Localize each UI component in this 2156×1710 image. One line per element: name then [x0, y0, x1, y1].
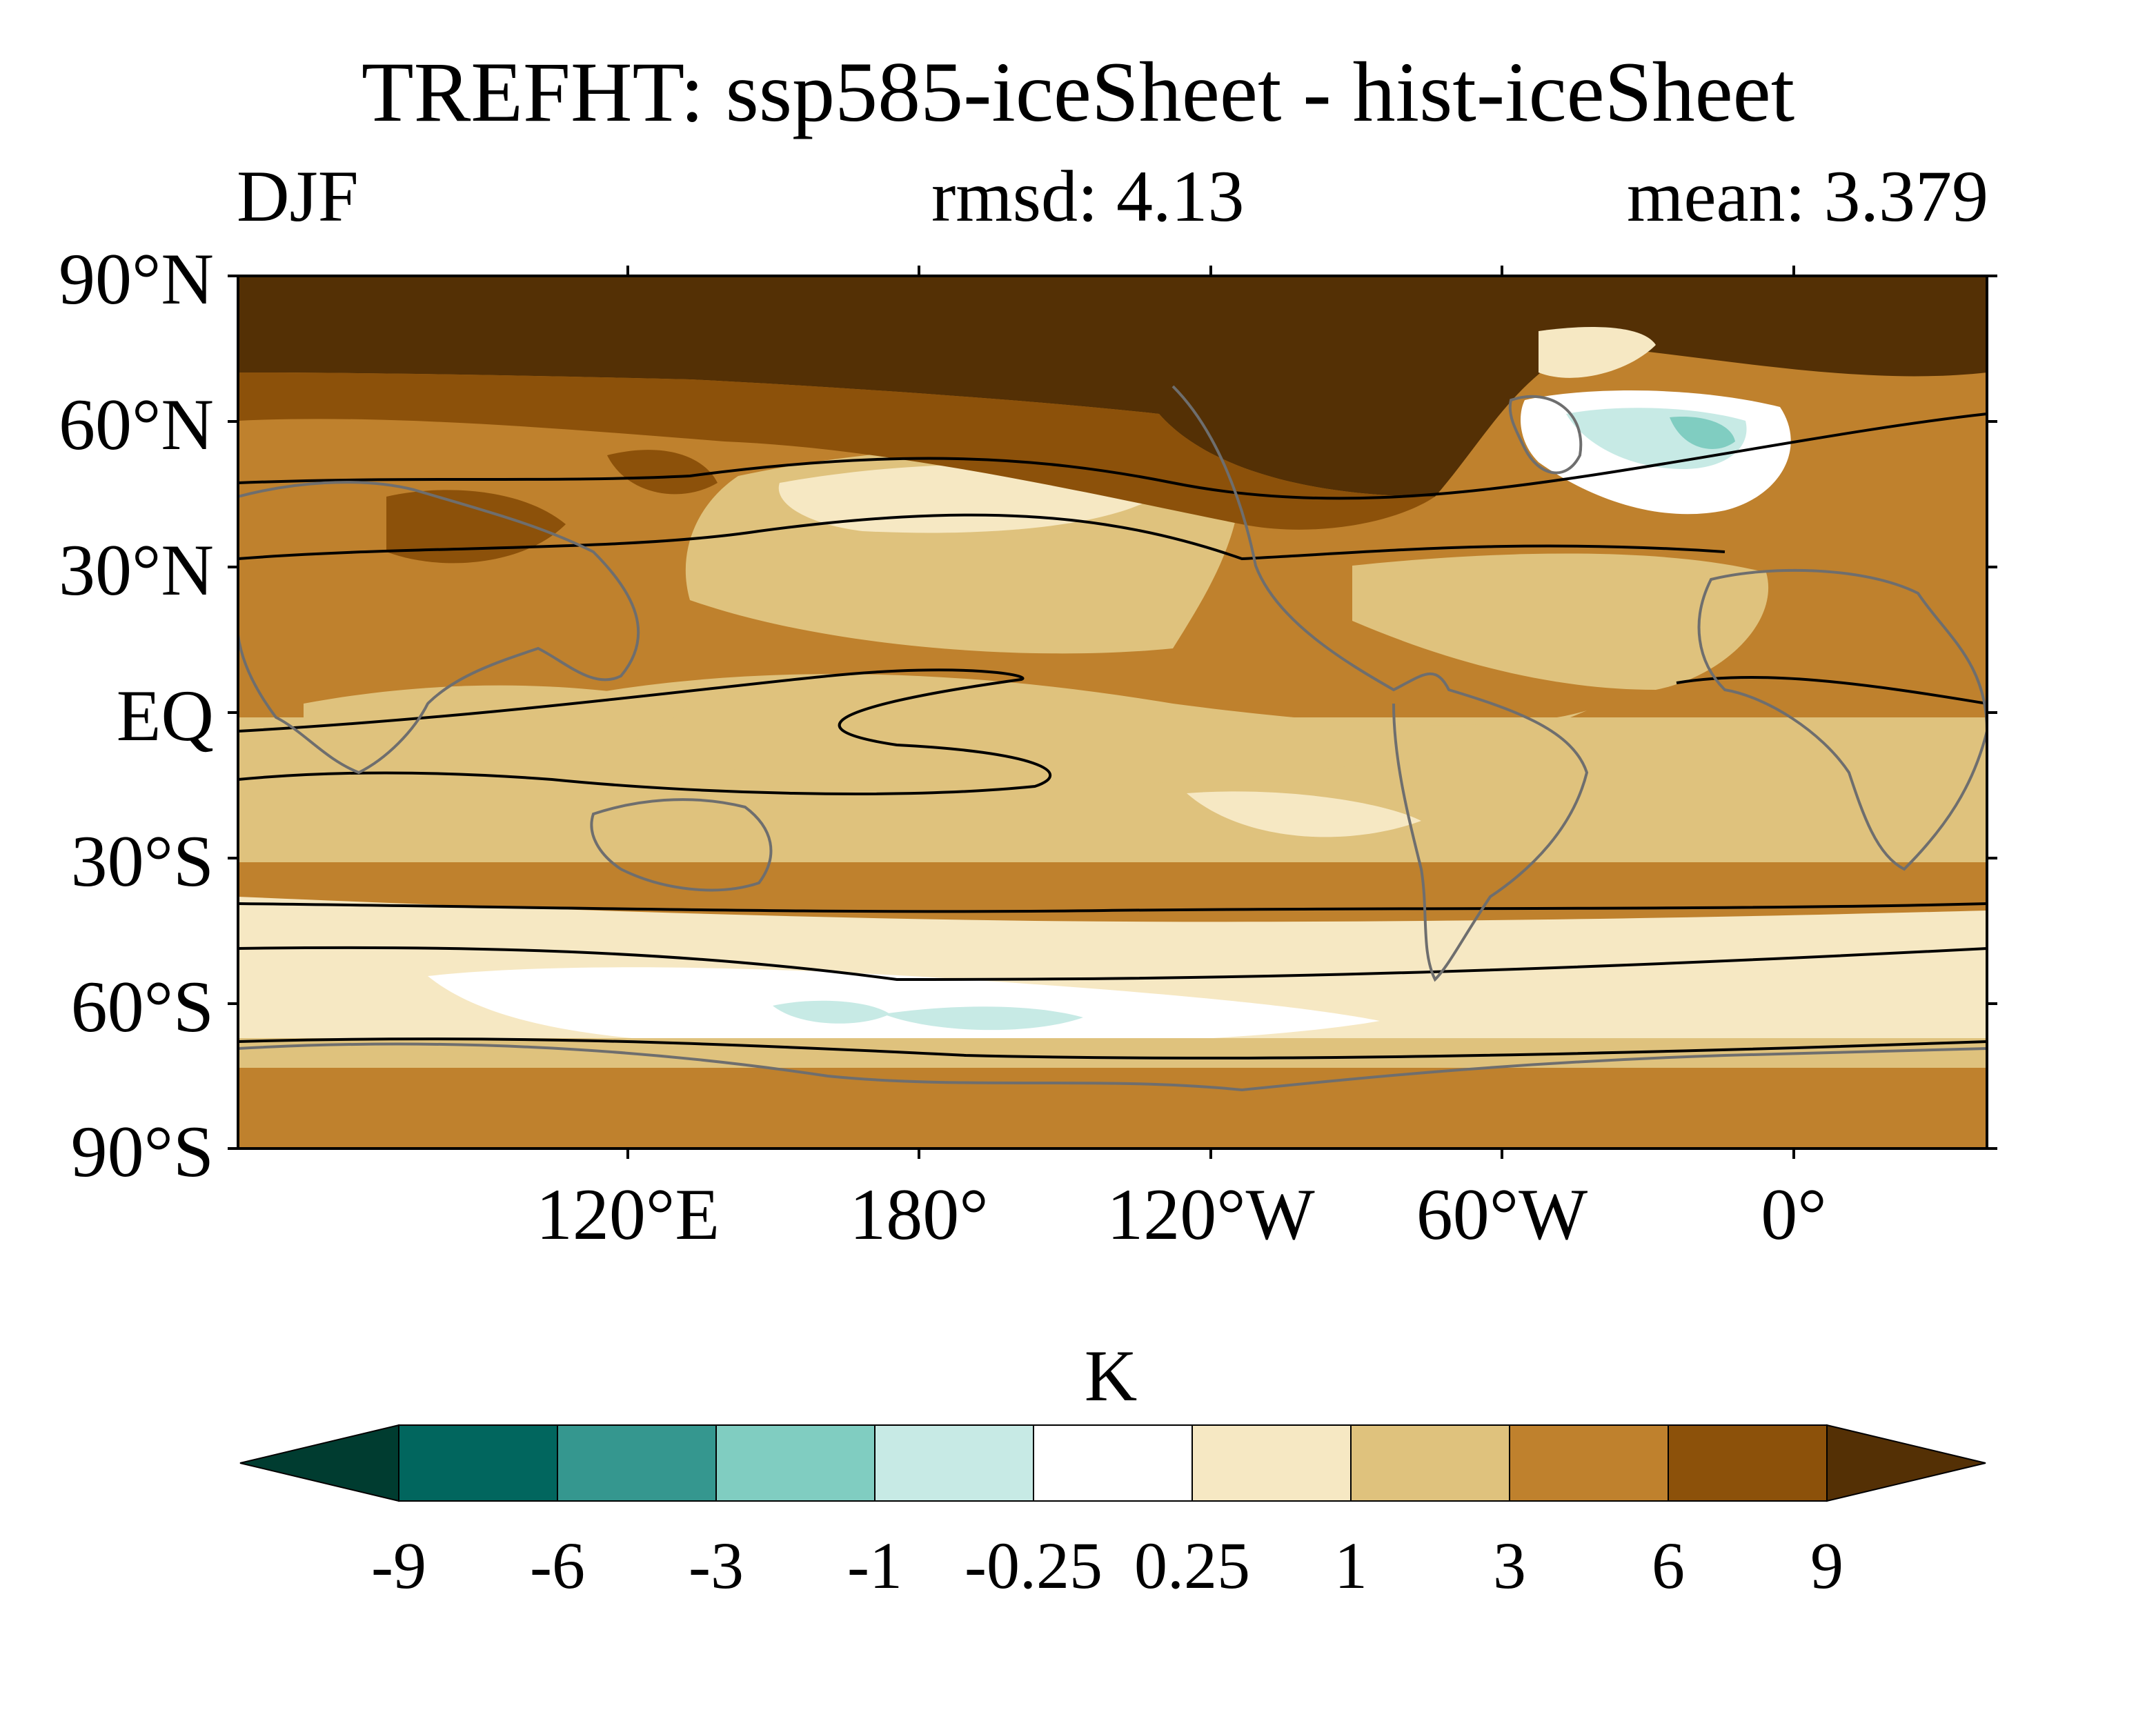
- colorbar-swatch: [715, 1424, 876, 1502]
- colorbar-tick-label: 9: [1810, 1529, 1843, 1602]
- field-brown-nasia: [607, 450, 718, 495]
- contour-line: [238, 1037, 1987, 1060]
- coast-australia: [590, 798, 773, 892]
- colorbar-unit: K: [1084, 1335, 1138, 1416]
- field-pool-cream-spac: [1187, 791, 1421, 837]
- lat-label-60n: 60°N: [59, 384, 214, 465]
- field-patch-teal-south-1: [773, 1000, 890, 1024]
- field-antarctica: [238, 1068, 1987, 1149]
- contour-line: [238, 668, 1052, 795]
- field-pool-tan-indian: [304, 685, 690, 784]
- lon-label-0: 0°: [1761, 1174, 1827, 1255]
- colorbar-swatch: [1191, 1424, 1352, 1502]
- field-brown-tibet: [386, 490, 566, 564]
- field-antarctic-coast: [238, 1038, 1987, 1069]
- lon-label-180: 180°: [849, 1174, 989, 1255]
- colorbar-swatch: [557, 1424, 717, 1502]
- season-label: DJF: [237, 156, 359, 237]
- coast-greenland: [1508, 395, 1583, 475]
- temperature-field: [238, 276, 1987, 1149]
- colorbar-swatches: [239, 1424, 1986, 1502]
- field-patch-white-south: [428, 967, 1380, 1046]
- lat-label-30n: 30°N: [59, 530, 214, 610]
- colorbar-tick-label: 1: [1334, 1529, 1367, 1602]
- axis-ticks: [228, 266, 1997, 1159]
- contour-line: [238, 902, 1987, 913]
- colorbar-tick-label: -3: [689, 1529, 744, 1602]
- field-pool-tan-natl: [1352, 553, 1769, 690]
- rmsd-label: rmsd: 4.13: [931, 156, 1245, 237]
- colorbar-swatch: [1350, 1424, 1510, 1502]
- colorbar-tick-label: -0.25: [965, 1529, 1102, 1602]
- field-patch-teal-south-2: [883, 1006, 1083, 1031]
- lat-label-90s: 90°S: [70, 1111, 214, 1192]
- lat-label-90n: 90°N: [59, 239, 214, 319]
- field-natl-teal: [1670, 417, 1735, 449]
- contour-lines: [238, 412, 1987, 1060]
- colorbar-tick-label: -1: [847, 1529, 902, 1602]
- field-pool-tan-eq: [573, 674, 1587, 786]
- coast-africa: [1697, 568, 1987, 871]
- colorbar-swatch: [874, 1424, 1034, 1502]
- lat-label-eq: EQ: [116, 675, 214, 756]
- contour-line: [238, 412, 1987, 500]
- mean-label: mean: 3.379: [1627, 156, 1988, 237]
- colorbar-swatch: [1668, 1424, 1828, 1502]
- lon-label-60w: 60°W: [1416, 1174, 1588, 1255]
- colorbar-tick-label: -9: [371, 1529, 426, 1602]
- lat-label-30s: 30°S: [70, 821, 214, 902]
- coast-americas: [1171, 385, 1589, 982]
- map-title: TREFHT: ssp585-iceSheet - hist-iceSheet: [361, 45, 1795, 139]
- colorbar-arrow-high: [1826, 1424, 1986, 1502]
- colorbar-arrow-low: [239, 1424, 399, 1502]
- contour-line: [238, 513, 1725, 561]
- colorbar-swatch: [1509, 1424, 1669, 1502]
- lat-label-60s: 60°S: [70, 966, 214, 1047]
- lon-label-120e: 120°E: [535, 1174, 720, 1255]
- lon-label-120w: 120°W: [1107, 1174, 1315, 1255]
- colorbar-tick-label: 6: [1652, 1529, 1685, 1602]
- coastlines: [238, 385, 1987, 1092]
- coast-antarctica: [238, 1042, 1987, 1092]
- contour-line: [238, 946, 1987, 982]
- colorbar-swatch: [398, 1424, 558, 1502]
- colorbar-tick-label: 0.25: [1134, 1529, 1250, 1602]
- colorbar-tick-label: -6: [530, 1529, 585, 1602]
- field-brown-belt: [238, 372, 1435, 530]
- coast-eurasia: [238, 481, 640, 775]
- colorbar-tick-label: 3: [1493, 1529, 1526, 1602]
- field-natl-cream-strip: [1539, 327, 1656, 378]
- colorbar-swatch: [1033, 1424, 1193, 1502]
- contour-line: [1676, 675, 1987, 705]
